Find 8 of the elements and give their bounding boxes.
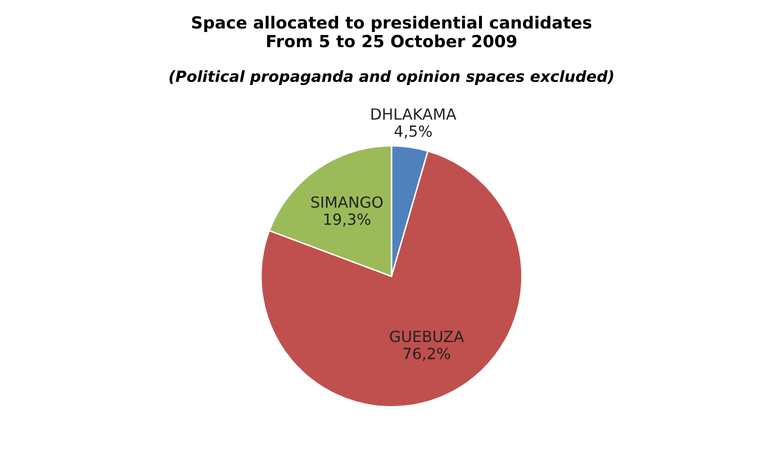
slice-label: GUEBUZA [390,330,464,342]
chart-subtitle: (Political propaganda and opinion spaces excluded) [170,70,614,86]
chart-title: Space allocated to presidential candidates From 5 to 25 October 2009 [192,16,592,48]
data-label: 4,5% [394,125,432,138]
slice-label: DHLAKAMA [371,108,456,120]
data-label: 19,3% [324,213,370,227]
slice-label: SIMANGO [311,196,383,208]
data-label: 76,2% [404,348,450,361]
